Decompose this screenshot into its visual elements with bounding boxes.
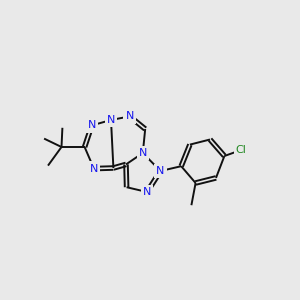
Text: N: N	[125, 111, 134, 122]
Text: N: N	[88, 120, 96, 130]
Text: N: N	[139, 148, 147, 158]
Text: Cl: Cl	[236, 145, 247, 155]
Text: N: N	[90, 164, 98, 174]
Text: N: N	[156, 166, 165, 176]
Text: N: N	[107, 115, 115, 125]
Text: N: N	[143, 187, 151, 197]
